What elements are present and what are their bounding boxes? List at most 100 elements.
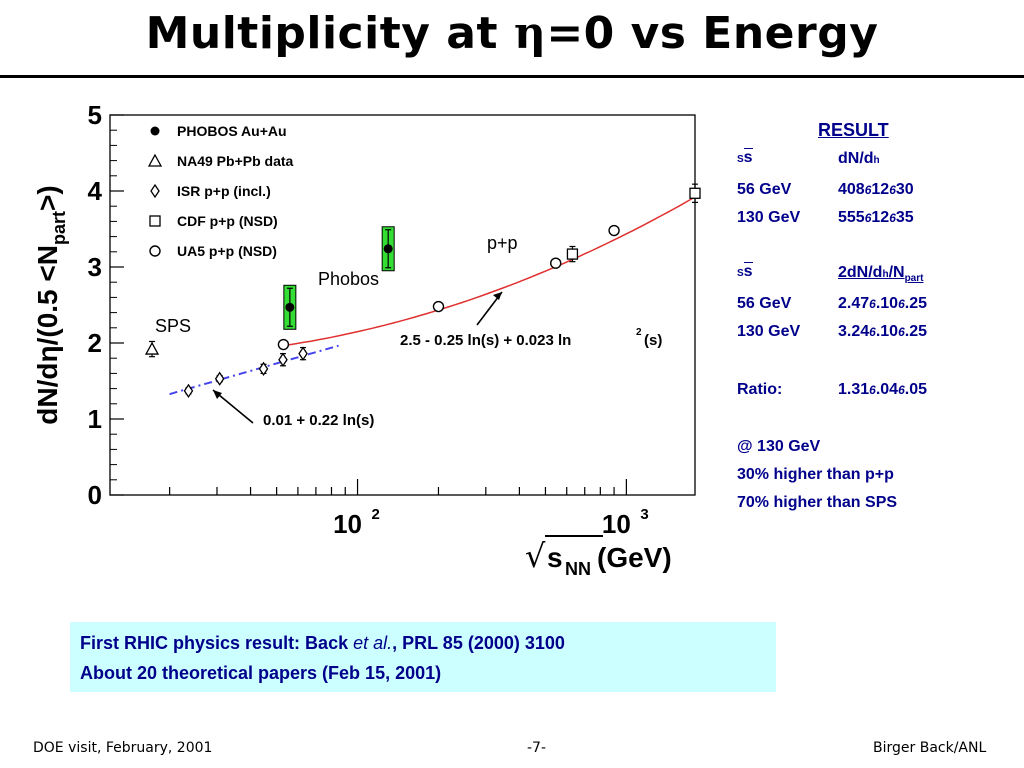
- fit-label-quadratic-sup: 2: [636, 327, 642, 338]
- result-npart: /N: [888, 264, 905, 281]
- result-2dn: 2dN/d: [838, 264, 883, 281]
- x-axis-sub: NN: [565, 559, 591, 579]
- val: 35: [895, 209, 914, 226]
- y-tick-label: 3: [88, 252, 102, 282]
- info-line-2: About 20 theoretical papers (Feb 15, 200…: [80, 663, 442, 683]
- sep: 6: [869, 297, 876, 311]
- info-italic: et al.: [353, 633, 393, 653]
- y-tick-label: 5: [88, 100, 102, 130]
- val: 12: [871, 181, 890, 198]
- x-axis-unit: (GeV): [597, 542, 672, 573]
- plot-frame: [109, 114, 696, 496]
- data-point: [258, 361, 269, 377]
- sep: 6: [889, 183, 896, 197]
- result-s-prefix: S: [737, 154, 744, 165]
- x-tick-exponent: 2: [372, 506, 380, 523]
- x-axis-s: s: [547, 542, 563, 573]
- data-point: [383, 244, 393, 254]
- result-col1-sqrt-s: Ss: [737, 148, 753, 167]
- y-tick-label: 0: [88, 480, 102, 510]
- val: 2.47: [838, 295, 870, 312]
- result-col2-header-2: 2dN/dh/Npart: [838, 264, 923, 284]
- result-h: h: [873, 155, 880, 166]
- info-box: First RHIC physics result: Back et al., …: [70, 622, 776, 692]
- result-ratio-label: Ratio:: [737, 381, 783, 398]
- x-tick-label: 10: [602, 509, 631, 539]
- data-point: [144, 341, 160, 355]
- legend-label: UA5 p+p (NSD): [177, 243, 277, 259]
- info-line-1: First RHIC physics result: Back et al., …: [80, 628, 766, 658]
- result-row-value: 408612630: [838, 181, 914, 199]
- legend-label: CDF p+p (NSD): [177, 213, 278, 229]
- info-text: First RHIC physics result: Back: [80, 633, 354, 653]
- result-dn-deta: dN/d: [838, 150, 874, 167]
- result-row-value: 555612635: [838, 209, 914, 227]
- result-h: h: [882, 269, 889, 280]
- result-row-value: 3.246.106.25: [838, 323, 927, 341]
- result-row-energy: 130 GeV: [737, 209, 801, 226]
- result-col1-sqrt-s-2: Ss: [737, 262, 753, 281]
- val: 408: [838, 181, 865, 198]
- title-rule: [0, 75, 1024, 78]
- y-axis-label: dN/dη/(0.5 <Npart>): [32, 185, 69, 424]
- y-axis-label-end: >): [32, 185, 63, 211]
- footer-page-number: -7-: [527, 740, 547, 756]
- fit-label-quadratic: 2.5 - 0.25 ln(s) + 0.023 ln: [400, 332, 571, 349]
- y-tick-label: 1: [88, 404, 102, 434]
- val: 12: [871, 209, 890, 226]
- result-note: 70% higher than SPS: [737, 494, 898, 511]
- sep: 6: [898, 325, 905, 339]
- fit-arrow-quadratic-head: [493, 292, 502, 300]
- sep: 6: [889, 211, 896, 225]
- x-tick-exponent: 3: [640, 506, 648, 523]
- val: .10: [875, 295, 899, 312]
- chart: 0 1 2 3 4 5 10 2 10 3 dN/dη/(0.5 <Npart>) √ s NN (GeV…: [32, 100, 701, 579]
- legend-label: PHOBOS Au+Au: [177, 123, 287, 139]
- val: 1.31: [838, 381, 870, 398]
- legend-marker: [149, 245, 161, 257]
- x-tick-label: 10: [333, 509, 362, 539]
- result-row-energy: 130 GeV: [737, 323, 801, 340]
- val: .04: [875, 381, 899, 398]
- result-s: s: [743, 262, 753, 280]
- footer-left: DOE visit, February, 2001: [33, 740, 213, 756]
- sep: 6: [864, 211, 872, 225]
- val: .10: [875, 323, 899, 340]
- val: 30: [895, 181, 914, 198]
- x-axis-sqrt: √: [525, 537, 546, 575]
- sep: 6: [898, 383, 905, 397]
- result-note: @ 130 GeV: [737, 438, 821, 455]
- fit-label-linear: 0.01 + 0.22 ln(s): [263, 412, 374, 429]
- footer-right: Birger Back/ANL: [873, 740, 987, 756]
- result-s: s: [743, 148, 753, 166]
- y-tick-label: 2: [88, 328, 102, 358]
- data-point: [278, 352, 288, 367]
- legend-marker: [149, 215, 161, 227]
- legend-marker: [150, 126, 160, 136]
- data-point: [550, 257, 562, 269]
- result-row-energy: 56 GeV: [737, 181, 792, 198]
- fit-curve-quadratic: [283, 196, 696, 347]
- data-point: [689, 187, 701, 199]
- result-note: 30% higher than p+p: [737, 466, 894, 483]
- y-tick-label: 4: [88, 176, 103, 206]
- legend-marker: [150, 183, 160, 199]
- result-row-energy: 56 GeV: [737, 295, 792, 312]
- legend-marker: [147, 153, 163, 167]
- sep: 6: [869, 325, 876, 339]
- data-point: [214, 371, 225, 386]
- result-heading: RESULT: [818, 120, 889, 140]
- slide-title: Multiplicity at η=0 vs Energy: [0, 8, 1024, 59]
- val: .05: [904, 381, 928, 398]
- y-axis-label-sub: part: [49, 211, 69, 245]
- sep: 6: [869, 383, 876, 397]
- title-suffix: =0 vs Energy: [546, 8, 879, 59]
- result-s-prefix: S: [737, 268, 744, 279]
- data-point: [277, 338, 290, 351]
- fit-arrow-linear-head: [213, 390, 222, 399]
- data-point: [285, 302, 295, 312]
- result-part: part: [904, 273, 924, 285]
- val: .25: [904, 323, 928, 340]
- val: 555: [838, 209, 865, 226]
- data-point: [566, 248, 579, 260]
